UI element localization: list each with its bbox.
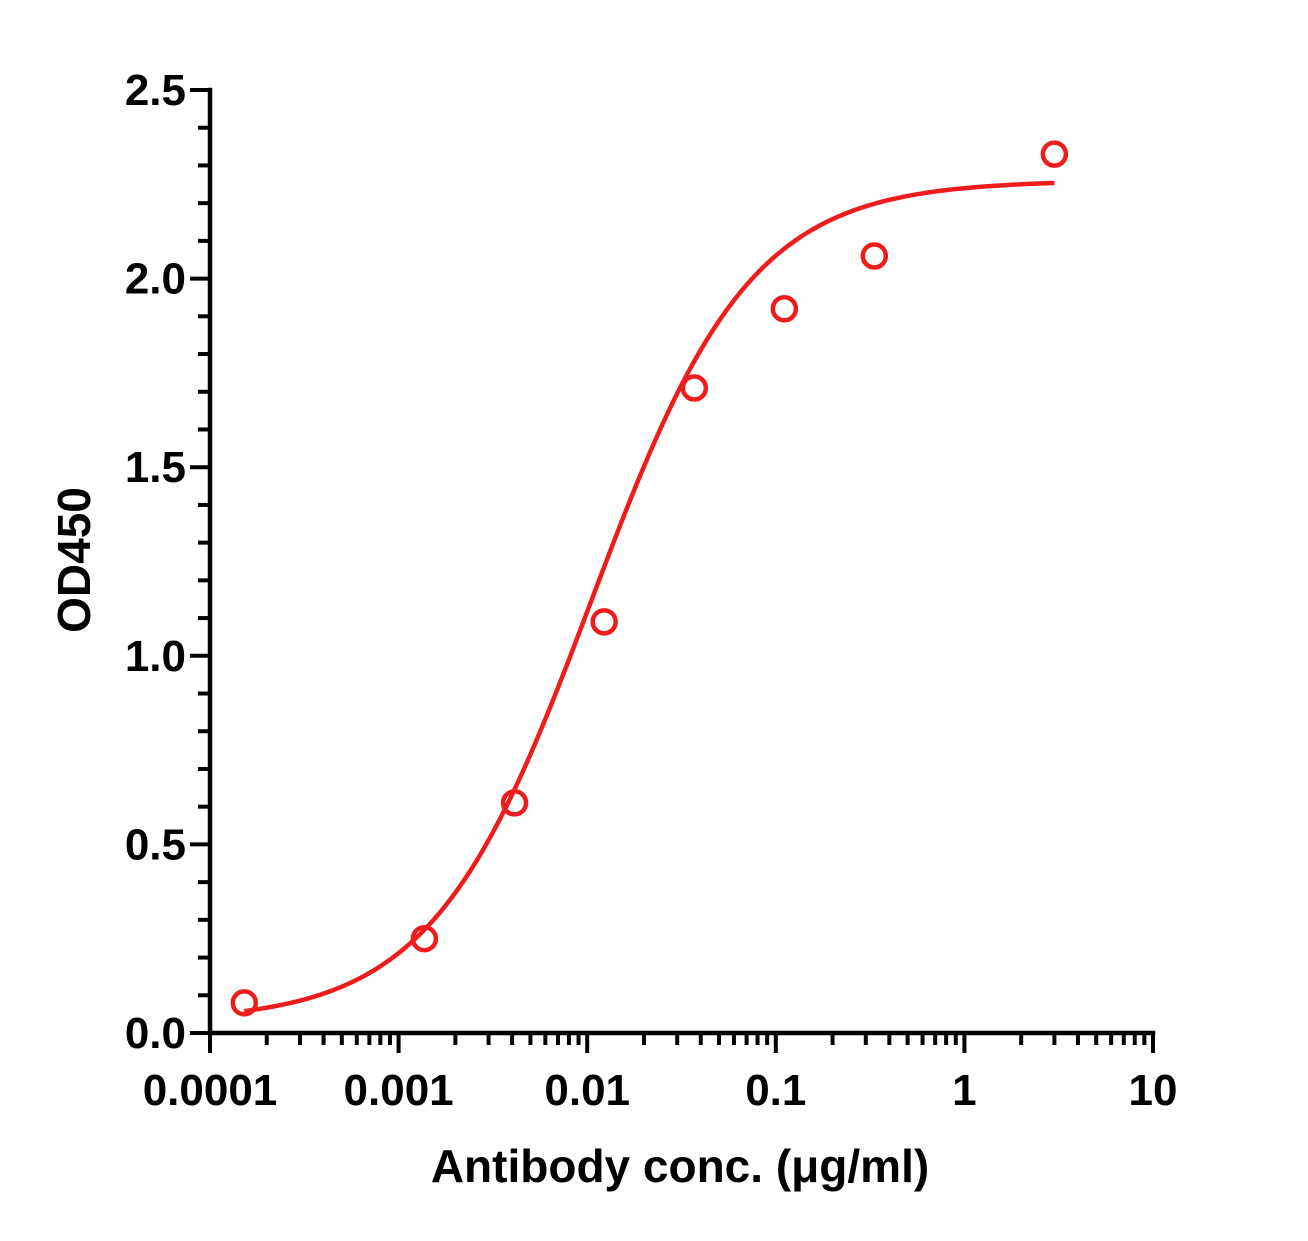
y-axis-title: OD450	[48, 487, 100, 633]
data-point	[1040, 140, 1069, 168]
data-point	[410, 924, 439, 953]
y-tick-label: 2.5	[125, 66, 186, 115]
y-tick-label: 1.5	[125, 443, 186, 492]
x-tick-label: 10	[1129, 1066, 1178, 1115]
data-point	[860, 242, 889, 270]
data-point	[590, 608, 618, 636]
data-point	[500, 789, 529, 817]
y-tick-label: 0.5	[125, 820, 186, 869]
y-axis: 0.0 0.5 1.0 1.5 2.0 2.5	[125, 66, 213, 1058]
y-tick-label: 0.0	[125, 1009, 186, 1058]
y-tick-label: 1.0	[125, 632, 186, 681]
data-point	[680, 374, 709, 402]
plot-layer	[230, 140, 1069, 1017]
x-axis: 0.0001 0.001 0.01 0.1 1 10	[143, 1030, 1178, 1115]
y-tick-label: 2.0	[125, 255, 186, 304]
x-tick-label: 0.001	[344, 1066, 454, 1115]
data-point	[230, 989, 259, 1017]
data-point	[770, 295, 799, 323]
x-axis-title: Antibody conc. (μg/ml)	[431, 1140, 929, 1192]
x-tick-label: 0.1	[745, 1066, 806, 1115]
x-tick-label: 0.0001	[143, 1066, 278, 1115]
fit-curve	[243, 180, 1055, 1014]
x-tick-label: 1	[952, 1066, 976, 1115]
x-tick-label: 0.01	[544, 1066, 630, 1115]
